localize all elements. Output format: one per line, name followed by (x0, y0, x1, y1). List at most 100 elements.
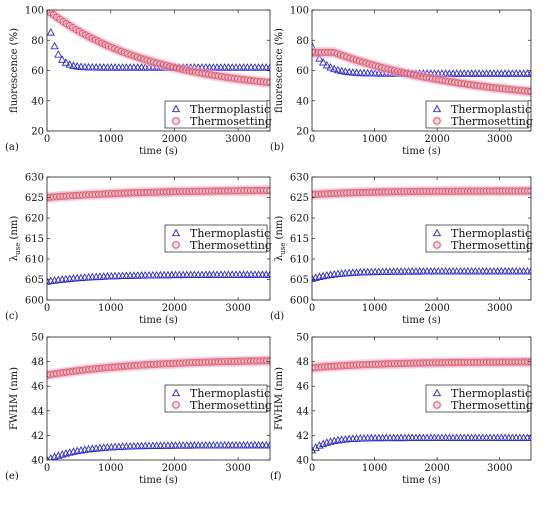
y-tick-label: 600 (290, 296, 309, 307)
x-tick-label: 2000 (424, 463, 449, 474)
data-point (98, 39, 106, 47)
x-tick-label: 2000 (424, 134, 449, 145)
y-tick-label: 610 (25, 255, 44, 266)
data-point (322, 60, 332, 69)
series-thermoplastic (312, 433, 531, 454)
data-point (265, 440, 270, 449)
legend-label: Thermosetting (190, 239, 272, 252)
plot-area (47, 10, 270, 89)
legend-label: Thermosetting (190, 115, 272, 128)
x-tick-label: 1000 (362, 463, 387, 474)
data-point (336, 51, 345, 59)
point-glow (73, 25, 85, 37)
y-axis-label: fluorescence (%) (9, 28, 20, 113)
series-thermosetting (312, 46, 531, 97)
data-point (54, 50, 63, 58)
data-point (127, 51, 135, 59)
y-tick-label: 44 (31, 406, 44, 417)
legend-marker (172, 401, 180, 409)
data-point (146, 57, 155, 65)
legend-marker (432, 228, 442, 237)
x-tick-label: 1000 (98, 303, 123, 314)
data-point (312, 48, 320, 57)
x-tick-label: 2000 (162, 303, 187, 314)
y-tick-label: 40 (296, 456, 309, 467)
data-point (337, 66, 346, 75)
data-point (124, 50, 132, 58)
y-tick-label: 615 (25, 234, 44, 245)
x-tick-label: 3000 (225, 134, 250, 145)
point-glow (77, 27, 89, 39)
y-tick-label: 600 (25, 296, 44, 307)
data-point (330, 64, 339, 73)
y-tick-label: 605 (290, 275, 309, 286)
legend-label: Thermosetting (190, 399, 272, 412)
data-point (355, 57, 364, 65)
panel-label: (f) (270, 471, 282, 482)
x-tick-label: 2000 (162, 463, 187, 474)
x-tick-label: 1000 (362, 303, 387, 314)
x-tick-label: 1000 (98, 134, 123, 145)
data-point (349, 55, 357, 63)
data-point (524, 187, 531, 195)
x-axis-label: time (s) (139, 315, 178, 326)
y-tick-label: 80 (296, 36, 309, 47)
legend-box (425, 384, 529, 413)
x-tick-label: 0 (44, 303, 50, 314)
data-point (265, 63, 270, 71)
y-axis-label: λuse (nm) (274, 216, 287, 262)
data-point (111, 45, 119, 53)
y-tick-label: 630 (25, 173, 44, 184)
chart-panel-d: 0 1000 2000 3000 600 605 610 615 620 625 630 time (… (270, 173, 533, 327)
data-point (159, 61, 167, 69)
legend-label: Thermosetting (451, 399, 533, 412)
data-point (315, 54, 324, 62)
x-axis-label: time (s) (139, 475, 178, 486)
chart-panel-b: 0 1000 2000 3000 20 40 60 80 100 time (s) fluoresc… (270, 6, 533, 158)
x-tick-label: 3000 (487, 134, 512, 145)
data-point (101, 40, 109, 49)
data-point (343, 53, 351, 61)
data-point (326, 63, 335, 71)
point-glow (51, 11, 63, 23)
y-tick-label: 605 (25, 275, 44, 286)
data-point (61, 58, 71, 66)
y-tick-label: 60 (296, 66, 309, 77)
panel-label: (c) (5, 311, 19, 322)
data-point (57, 55, 67, 63)
point-glow (47, 10, 53, 16)
y-tick-label: 80 (31, 36, 44, 47)
y-axis-label: λuse (nm) (9, 216, 22, 262)
y-tick-label: 42 (296, 431, 309, 442)
data-point (150, 58, 158, 66)
y-tick-label: 40 (31, 456, 44, 467)
x-tick-label: 3000 (487, 463, 512, 474)
data-point (143, 56, 151, 64)
x-axis-label: time (s) (402, 146, 441, 157)
y-tick-label: 620 (290, 214, 309, 225)
legend-marker (171, 104, 181, 113)
legend-marker (172, 117, 180, 125)
series-thermoplastic (47, 270, 270, 285)
data-point (50, 41, 59, 50)
point-glow (64, 20, 76, 32)
data-point (47, 28, 55, 36)
data-point (104, 42, 113, 50)
x-tick-label: 0 (309, 134, 315, 145)
legend-box (164, 224, 268, 253)
x-axis-label: time (s) (139, 146, 178, 157)
data-point (526, 266, 531, 275)
y-tick-label: 40 (31, 96, 44, 107)
y-axis-label: fluorescence (%) (274, 28, 285, 113)
data-point (117, 47, 125, 55)
y-tick-label: 46 (31, 382, 44, 393)
series-thermosetting (47, 355, 270, 381)
data-point (76, 62, 86, 70)
legend-label: Thermoplastic (190, 103, 270, 116)
point-glow (57, 16, 69, 28)
data-point (312, 41, 317, 50)
